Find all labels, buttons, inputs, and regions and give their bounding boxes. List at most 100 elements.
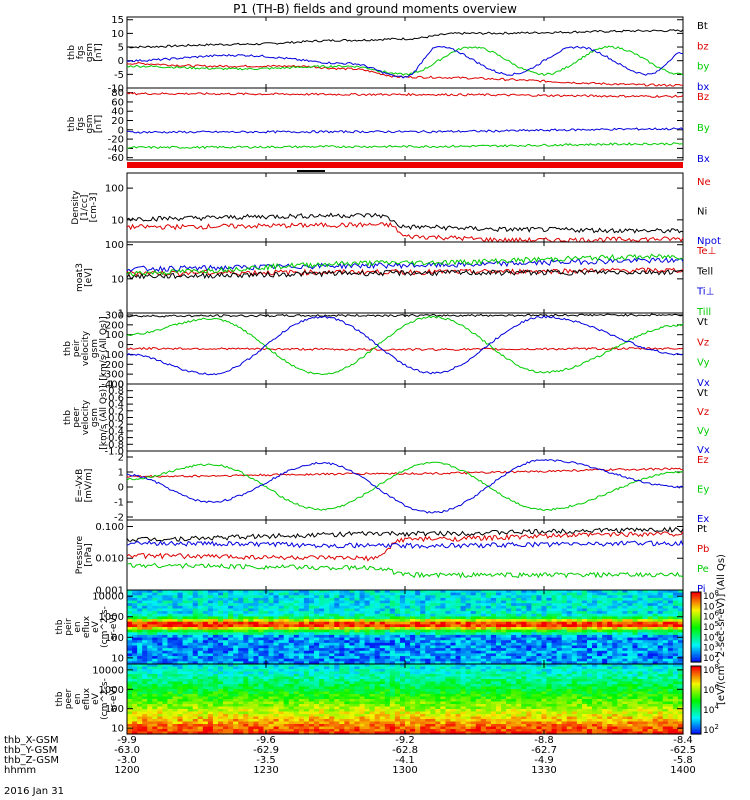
y-tick-label: 100: [105, 240, 124, 251]
footer-value: -9.2: [395, 735, 415, 746]
series-tell: [126, 268, 684, 280]
legend-pi: Pi: [697, 584, 706, 595]
y-axis-label: peir: [64, 618, 74, 636]
y-axis-label: gsm: [90, 408, 100, 427]
legend-bt: Bt: [697, 21, 708, 32]
y-axis-label: velocity: [81, 399, 91, 435]
y-tick-label: 80: [111, 88, 124, 99]
panel-frame: [126, 519, 684, 591]
y-tick-label: 0.2: [108, 406, 124, 417]
mode-bar: [127, 162, 683, 168]
y-tick-label: 1000: [99, 685, 124, 696]
y-tick-label: 100: [105, 330, 124, 341]
y-tick-label: 100: [105, 184, 124, 195]
footer-value: -8.4: [673, 735, 693, 746]
y-axis-label: [nPa]: [84, 543, 94, 566]
footer-value: -62.9: [253, 745, 279, 756]
y-axis-label: moat3: [75, 263, 85, 292]
footer-value: -9.6: [256, 735, 276, 746]
y-tick-label: -1.0: [104, 447, 124, 458]
footer-value: -9.9: [117, 735, 137, 746]
y-tick-label: 10: [111, 724, 124, 735]
legend-ey: Ey: [697, 485, 709, 496]
footer-label: thb_Y-GSM: [4, 745, 57, 756]
y-tick-label: -300: [101, 370, 124, 381]
panel-frame: [126, 383, 684, 452]
legend-vx: Vx: [697, 378, 710, 389]
colorbar-tick: 102: [703, 723, 719, 736]
series-pi: [126, 539, 684, 549]
legend-vt: Vt: [697, 388, 708, 399]
y-axis-label: fgs: [76, 117, 86, 131]
y-axis-label: velocity: [81, 330, 91, 366]
y-tick-label: 1: [118, 468, 124, 479]
y-axis-label: thb: [55, 691, 65, 706]
legend-ti⊥: Ti⊥: [696, 287, 714, 298]
series-pb: [126, 531, 684, 562]
y-axis-label: (cm^2-s-: [100, 678, 110, 720]
y-tick-label: 0: [118, 125, 124, 136]
y-axis-label: peir: [72, 339, 82, 357]
series-vx: [126, 315, 684, 376]
legend-vy: Vy: [697, 426, 710, 437]
series-ez: [126, 467, 684, 478]
y-axis-label: peer: [72, 407, 82, 428]
footer-value: -62.8: [392, 745, 418, 756]
footer-value: 1230: [253, 765, 278, 776]
y-tick-label: -400: [101, 380, 124, 391]
y-tick-label: 1.0: [108, 380, 124, 391]
series-ex: [126, 459, 684, 514]
legend-npot: Npot: [697, 236, 721, 247]
y-tick-label: -40: [108, 144, 124, 155]
y-axis-label: gsm: [90, 339, 100, 358]
y-tick-label: 100: [105, 704, 124, 715]
y-axis-label: [nT]: [94, 43, 104, 61]
footer-value: -62.7: [531, 745, 557, 756]
panel-frame: [126, 450, 684, 521]
y-axis-label: [km/s (All Qs)]: [99, 385, 109, 449]
y-tick-label: 5: [118, 43, 124, 54]
panel-frame: [126, 87, 684, 161]
y-axis-label: fgs: [76, 45, 86, 59]
y-tick-label: -0.8: [104, 440, 124, 451]
y-tick-label: 1: [118, 309, 124, 320]
y-axis-label: [eV]: [84, 268, 94, 287]
y-tick-label: -0.2: [104, 420, 124, 431]
y-tick-label: 10: [111, 215, 124, 226]
series-vt: [126, 313, 684, 318]
series-bz: [126, 91, 684, 98]
series-ni: [126, 212, 684, 234]
y-tick-label: 0: [118, 340, 124, 351]
footer-value: -3.5: [256, 755, 276, 766]
y-tick-label: 10: [111, 653, 124, 664]
y-axis-label: [mV/m]: [84, 469, 94, 503]
legend-vz: Vz: [697, 337, 709, 348]
series-ti⊥: [126, 257, 684, 272]
series-by: [126, 45, 684, 77]
series-by: [126, 142, 684, 150]
legend-pt: Pt: [697, 524, 707, 535]
y-tick-label: -200: [101, 360, 124, 371]
y-tick-label: 10000: [92, 665, 124, 676]
legend-bz: bz: [697, 41, 709, 52]
footer-value: -5.8: [673, 755, 693, 766]
y-tick-label: 1000: [99, 612, 124, 623]
page-title: P1 (TH-B) fields and ground moments over…: [233, 2, 517, 16]
series-ey: [126, 461, 684, 512]
legend-te⊥: Te⊥: [696, 246, 716, 257]
panel-8: [126, 519, 684, 591]
series-bt: [126, 29, 684, 49]
legend-pe: Pe: [697, 564, 709, 575]
y-axis-label: thb: [67, 116, 77, 131]
legend-vz: Vz: [697, 407, 709, 418]
y-axis-label: thb: [67, 45, 77, 60]
y-tick-label: 0.8: [108, 386, 124, 397]
y-axis-label: gsm: [85, 43, 95, 62]
y-tick-label: 0.010: [95, 554, 124, 565]
date-label: 2016 Jan 31: [4, 786, 64, 797]
y-tick-label: 60: [111, 97, 124, 108]
y-tick-label: -5: [114, 70, 124, 81]
y-axis-label: E=-VxB: [75, 469, 85, 503]
footer-label: thb_X-GSM: [4, 735, 59, 746]
series-bx: [126, 45, 683, 79]
